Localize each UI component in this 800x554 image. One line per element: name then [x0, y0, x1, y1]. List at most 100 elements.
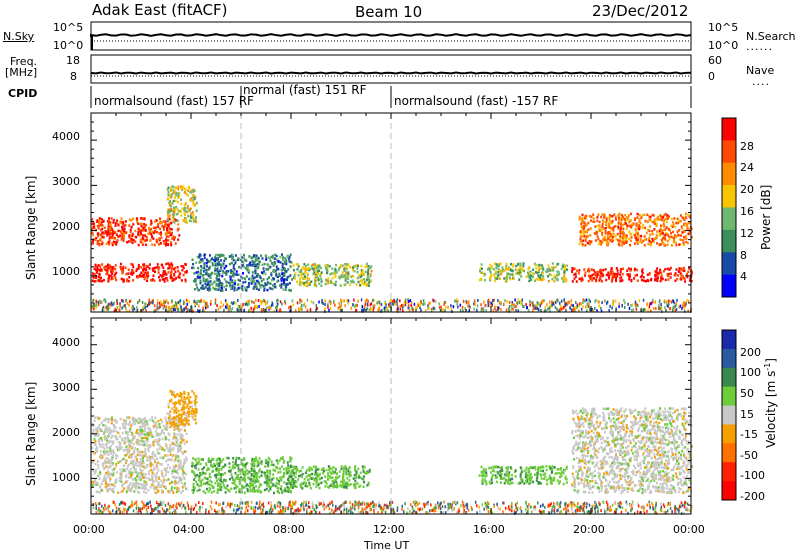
- power-region-3-pixel: [235, 270, 238, 273]
- velocity-noise-pixel: [291, 504, 293, 508]
- power-region-5-pixel: [528, 266, 531, 269]
- power-region-2-pixel: [177, 185, 180, 188]
- power-region-6-pixel: [611, 270, 614, 274]
- power-region-7-pixel: [639, 237, 642, 241]
- velocity-noise-pixel: [219, 502, 221, 506]
- power-region-3-pixel: [276, 275, 279, 279]
- power-region-3-pixel: [233, 286, 236, 289]
- station-title: Adak East (fitACF): [92, 1, 228, 19]
- velocity-noise-pixel: [239, 501, 242, 505]
- power-noise-pixel: [531, 301, 533, 305]
- power-region-5-pixel: [497, 273, 500, 277]
- velocity-noise-pixel: [128, 505, 131, 509]
- power-region-7-pixel: [652, 220, 655, 224]
- velocity-region-0-pixel: [106, 437, 109, 440]
- power-noise-pixel: [214, 298, 217, 302]
- velocity-noise-pixel: [338, 507, 341, 511]
- velocity-noise-pixel: [508, 505, 510, 509]
- velocity-noise-pixel: [418, 501, 420, 505]
- power-region-3-pixel: [245, 289, 248, 292]
- velocity-noise-pixel: [671, 510, 674, 514]
- power-region-1-pixel: [149, 239, 152, 242]
- power-region-7-pixel: [673, 234, 676, 237]
- velocity-noise-pixel: [202, 502, 204, 506]
- power-region-4-pixel: [364, 282, 367, 285]
- power-region-7-pixel: [639, 225, 642, 229]
- power-region-1-pixel: [151, 235, 154, 238]
- power-region-3-pixel: [208, 286, 211, 289]
- power-noise-pixel: [476, 308, 478, 312]
- power-noise-pixel: [573, 307, 575, 311]
- power-region-1-pixel: [123, 230, 126, 233]
- power-noise-pixel: [252, 309, 255, 313]
- power-region-1-pixel: [131, 241, 134, 245]
- power-region-5-pixel: [498, 277, 501, 280]
- velocity-noise-pixel: [594, 510, 597, 514]
- velocity-region-0-pixel: [115, 454, 118, 457]
- power-noise-pixel: [372, 304, 375, 308]
- power-region-5-pixel: [547, 279, 550, 283]
- velocity-region-0-pixel: [143, 441, 146, 445]
- power-region-7-pixel: [622, 230, 625, 234]
- velocity-noise-pixel: [176, 506, 178, 510]
- power-region-3-pixel: [275, 265, 278, 268]
- power-noise-pixel: [606, 300, 609, 304]
- power-region-7-pixel: [605, 219, 608, 222]
- power-noise-pixel: [416, 306, 418, 310]
- power-region-5-pixel: [526, 271, 529, 275]
- velocity-noise-pixel: [406, 511, 408, 515]
- power-region-3-pixel: [286, 278, 289, 282]
- power-noise-pixel: [399, 307, 402, 311]
- vel-cbar-tick-100: 100: [740, 366, 761, 379]
- power-region-3-pixel: [271, 254, 274, 258]
- power-region-6-pixel: [642, 276, 645, 279]
- velocity-noise-pixel: [114, 503, 117, 507]
- power-region-2-pixel: [182, 219, 185, 222]
- power-region-3-pixel: [248, 277, 251, 281]
- power-region-7-pixel: [628, 230, 631, 234]
- power-noise-pixel: [687, 309, 689, 313]
- power-noise-pixel: [350, 306, 352, 310]
- velocity-noise-pixel: [502, 510, 504, 514]
- velocity-noise-pixel: [435, 505, 437, 509]
- power-region-2-pixel: [175, 205, 178, 209]
- velocity-noise-pixel: [222, 501, 225, 505]
- power-region-5-pixel: [519, 262, 522, 266]
- power-region-4-pixel: [340, 275, 343, 279]
- velocity-noise-pixel: [289, 500, 291, 504]
- power-region-6-pixel: [571, 280, 574, 283]
- velocity-noise-pixel: [113, 500, 115, 504]
- velocity-region-0-pixel: [118, 445, 121, 449]
- power-region-1-pixel: [122, 234, 125, 237]
- power-region-5-pixel: [489, 269, 492, 273]
- power-region-0-pixel: [101, 263, 104, 266]
- power-region-3-pixel: [251, 279, 254, 283]
- velocity-noise-pixel: [442, 511, 444, 515]
- power-region-7-pixel: [583, 221, 586, 224]
- power-region-7-pixel: [612, 229, 615, 232]
- power-region-3-pixel: [263, 289, 266, 292]
- power-region-7-pixel: [583, 225, 586, 228]
- power-noise-pixel: [299, 300, 301, 304]
- power-region-3-pixel: [267, 281, 270, 285]
- velocity-noise-pixel: [481, 503, 484, 507]
- power-noise-pixel: [101, 309, 104, 313]
- power-region-4-pixel: [339, 264, 342, 267]
- power-region-6-pixel: [576, 269, 579, 273]
- power-noise-pixel: [660, 309, 663, 313]
- power-noise-pixel: [97, 300, 100, 304]
- power-region-4-pixel: [331, 281, 334, 285]
- power-noise-pixel: [167, 305, 170, 309]
- velocity-noise-pixel: [679, 503, 681, 507]
- power-noise-pixel: [133, 307, 136, 311]
- power-region-7-pixel: [684, 223, 687, 227]
- velocity-noise-pixel: [602, 500, 605, 504]
- velocity-region-0-pixel: [142, 460, 145, 463]
- power-noise-pixel: [559, 301, 561, 305]
- power-region-3-pixel: [218, 278, 221, 281]
- power-noise-pixel: [163, 304, 165, 308]
- velocity-noise-pixel: [241, 501, 244, 505]
- power-noise-pixel: [142, 307, 145, 311]
- velocity-noise-pixel: [485, 503, 487, 507]
- power-region-2-pixel: [180, 214, 183, 217]
